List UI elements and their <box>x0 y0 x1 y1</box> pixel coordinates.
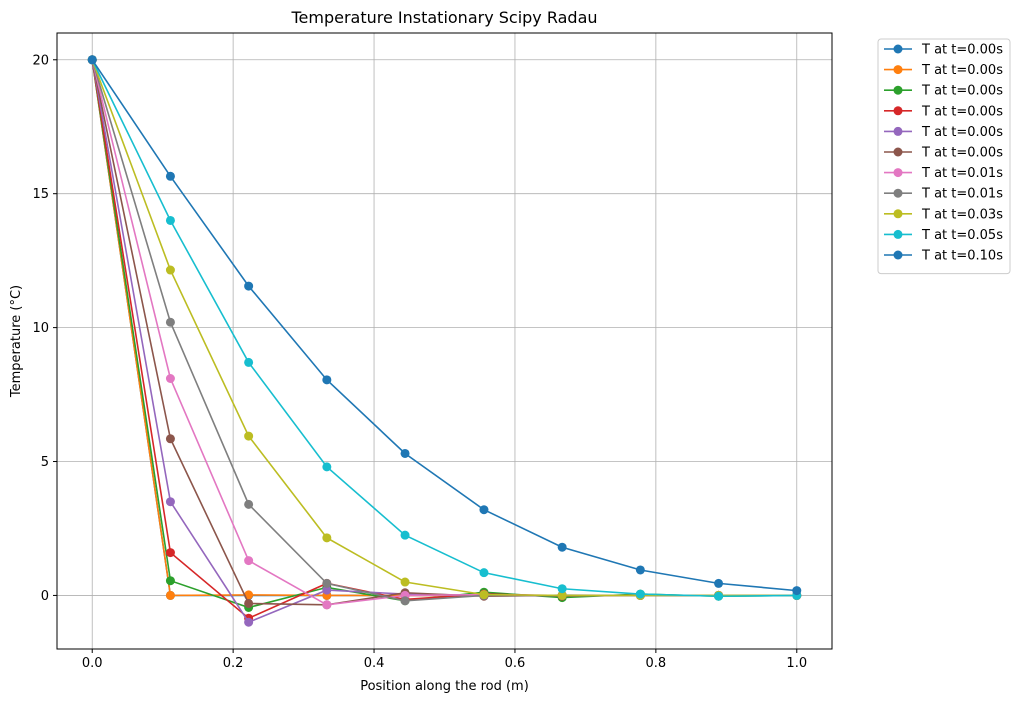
data-point <box>635 565 645 575</box>
data-point <box>165 265 175 275</box>
legend-item: T at t=0.03s <box>884 207 1003 222</box>
data-point <box>557 584 567 594</box>
plot-frame <box>56 32 833 650</box>
data-point <box>322 585 332 595</box>
legend-marker <box>893 188 903 198</box>
data-point <box>557 590 567 600</box>
legend-marker <box>893 250 903 260</box>
data-point <box>244 598 254 608</box>
data-point <box>322 600 332 610</box>
y-axis: 0 5 10 15 20 <box>32 53 57 604</box>
data-point <box>714 591 724 601</box>
y-tick-label: 0 <box>41 589 49 604</box>
legend-marker <box>893 168 903 178</box>
legend-marker <box>893 126 903 136</box>
y-axis-label: Temperature (°C) <box>9 285 24 398</box>
grid <box>57 33 832 649</box>
legend-marker <box>893 65 903 75</box>
data-point <box>165 317 175 327</box>
data-point <box>165 434 175 444</box>
y-tick-label: 10 <box>32 321 49 336</box>
legend-marker <box>893 229 903 239</box>
data-point <box>714 578 724 588</box>
legend: T at t=0.00s T at t=0.00s T at t=0.00s T at… <box>877 38 1011 275</box>
data-point <box>244 281 254 291</box>
series-layer <box>87 55 802 627</box>
legend-label: T at t=0.01s <box>921 166 1003 181</box>
legend-label: T at t=0.10s <box>921 249 1003 264</box>
x-tick-label: 0.8 <box>646 656 667 671</box>
data-point <box>400 577 410 587</box>
data-point <box>165 497 175 507</box>
data-point <box>244 431 254 441</box>
data-point <box>479 505 489 515</box>
data-point <box>244 499 254 509</box>
series-10 <box>87 55 802 596</box>
legend-marker <box>893 147 903 157</box>
x-tick-label: 0.0 <box>82 656 103 671</box>
data-point <box>165 215 175 225</box>
legend-marker <box>893 44 903 54</box>
data-point <box>244 357 254 367</box>
legend-item: T at t=0.00s <box>884 125 1003 140</box>
legend-label: T at t=0.00s <box>921 146 1003 161</box>
data-point <box>244 617 254 627</box>
x-tick-label: 0.4 <box>364 656 385 671</box>
legend-item: T at t=0.00s <box>884 63 1003 78</box>
data-point <box>479 590 489 600</box>
legend-label: T at t=0.00s <box>921 125 1003 140</box>
legend-label: T at t=0.03s <box>921 207 1003 222</box>
legend-item: T at t=0.01s <box>884 187 1003 202</box>
legend-marker <box>893 106 903 116</box>
data-point <box>400 448 410 458</box>
legend-item: T at t=0.05s <box>884 228 1003 243</box>
legend-item: T at t=0.00s <box>884 146 1003 161</box>
x-tick-label: 0.6 <box>505 656 526 671</box>
data-point <box>165 171 175 181</box>
data-point <box>635 589 645 599</box>
data-point <box>322 375 332 385</box>
series-line <box>91 59 797 598</box>
data-point <box>792 586 802 596</box>
x-axis: 0.0 0.2 0.4 0.6 0.8 1.0 <box>82 649 807 671</box>
x-tick-label: 1.0 <box>786 656 807 671</box>
data-point <box>322 533 332 543</box>
x-axis-label: Position along the rod (m) <box>360 679 529 694</box>
data-point <box>244 556 254 566</box>
data-point <box>322 462 332 472</box>
y-tick-label: 5 <box>41 455 49 470</box>
data-point <box>165 548 175 558</box>
legend-marker <box>893 85 903 95</box>
legend-label: T at t=0.00s <box>921 43 1003 58</box>
legend-label: T at t=0.00s <box>921 63 1003 78</box>
legend-label: T at t=0.00s <box>921 104 1003 119</box>
legend-item: T at t=0.00s <box>884 84 1003 99</box>
series-line <box>91 59 797 592</box>
legend-item: T at t=0.01s <box>884 166 1003 181</box>
data-point <box>400 596 410 606</box>
data-point <box>557 542 567 552</box>
data-point <box>165 373 175 383</box>
y-tick-label: 20 <box>32 53 49 68</box>
data-point <box>322 578 332 588</box>
data-point <box>400 530 410 540</box>
legend-label: T at t=0.00s <box>921 84 1003 99</box>
legend-label: T at t=0.05s <box>921 228 1003 243</box>
data-point <box>479 568 489 578</box>
data-point <box>87 55 97 65</box>
data-point <box>165 590 175 600</box>
legend-item: T at t=0.00s <box>884 43 1003 58</box>
chart-title: Temperature Instationary Scipy Radau <box>290 8 597 27</box>
y-tick-label: 15 <box>32 187 49 202</box>
data-point <box>165 576 175 586</box>
legend-item: T at t=0.00s <box>884 104 1003 119</box>
x-tick-label: 0.2 <box>223 656 244 671</box>
legend-item: T at t=0.10s <box>884 249 1003 264</box>
legend-label: T at t=0.01s <box>921 187 1003 202</box>
legend-marker <box>893 209 903 219</box>
legend-box <box>877 38 1011 275</box>
